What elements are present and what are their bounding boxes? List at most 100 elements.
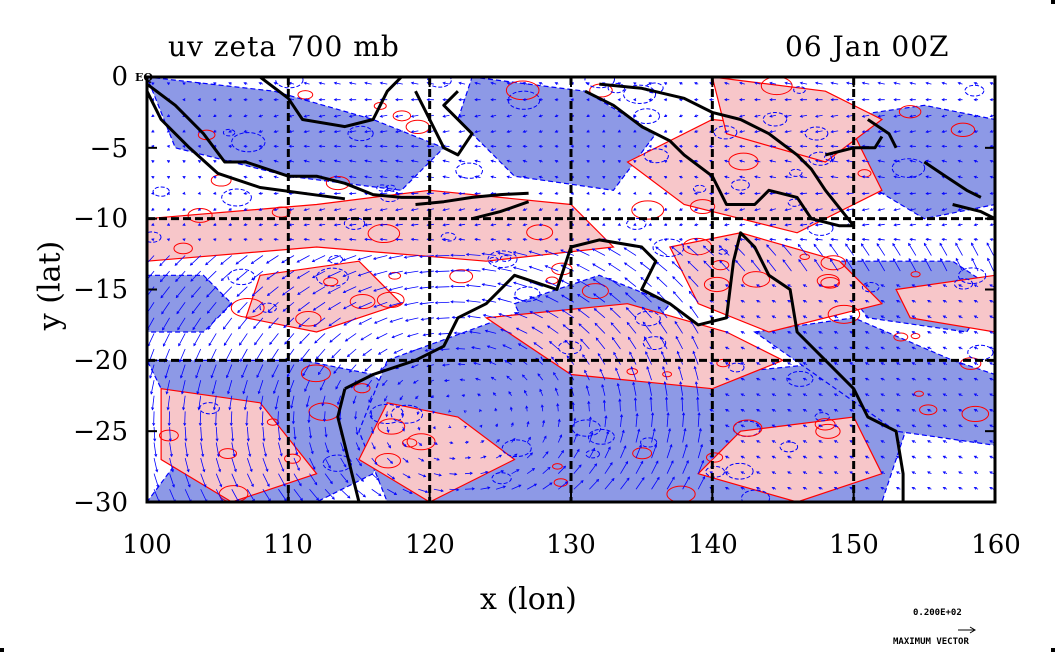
wind-arrow <box>635 477 645 490</box>
wind-arrowhead <box>724 440 729 443</box>
wind-arrowhead <box>379 367 384 371</box>
wind-arrow <box>215 489 223 502</box>
wind-arrow <box>739 208 745 211</box>
wind-arrowhead <box>740 346 744 350</box>
coastline <box>415 191 529 206</box>
wind-arrowhead <box>251 277 255 281</box>
negative-contour <box>713 125 738 140</box>
wind-arrowhead <box>724 346 729 350</box>
wind-arrowhead <box>516 469 520 473</box>
wind-arrowhead <box>973 144 977 148</box>
wind-arrowhead <box>333 130 337 134</box>
wind-arrow <box>221 286 233 297</box>
x-tick-label: 120 <box>405 530 455 560</box>
wind-arrow <box>894 160 901 163</box>
wind-arrowhead <box>989 362 993 366</box>
wind-arrow <box>878 176 885 178</box>
wind-arrowhead <box>739 98 743 102</box>
wind-arrowhead <box>908 242 911 247</box>
negative-contour <box>718 248 728 255</box>
wind-arrowhead <box>958 299 962 303</box>
wind-arrowhead <box>562 324 566 328</box>
wind-arrowhead <box>554 82 558 85</box>
wind-arrowhead <box>364 237 368 241</box>
wind-arrowhead <box>273 129 277 133</box>
wind-arrowhead <box>348 208 353 212</box>
wind-arrow <box>798 244 808 256</box>
wind-arrowhead <box>680 396 684 400</box>
wind-arrowhead <box>756 393 760 397</box>
wind-arrowhead <box>512 251 517 255</box>
wind-arrowhead <box>251 293 255 297</box>
wind-arrowhead <box>498 312 502 316</box>
wind-arrowhead <box>403 303 408 307</box>
wind-arrowhead <box>385 414 389 418</box>
wind-arrowhead <box>362 494 366 498</box>
wind-arrowhead <box>182 160 186 163</box>
wind-arrowhead <box>941 208 945 212</box>
wind-arrowhead <box>442 130 446 134</box>
wind-arrowhead <box>522 81 526 85</box>
wind-arrowhead <box>528 436 531 440</box>
wind-arrow <box>364 364 372 372</box>
wind-arrowhead <box>735 259 739 264</box>
wind-arrowhead <box>167 422 171 427</box>
wind-arrow <box>319 208 326 211</box>
wind-arrowhead <box>927 331 931 334</box>
wind-arrow <box>395 208 403 211</box>
positive-contour <box>733 419 763 437</box>
wind-arrowhead <box>538 208 542 211</box>
wind-arrow <box>815 114 823 117</box>
wind-arrowhead <box>648 160 652 163</box>
wind-arrowhead <box>346 354 351 358</box>
wind-arrowhead <box>694 114 698 118</box>
wind-arrow <box>862 176 870 178</box>
wind-arrowhead <box>911 331 915 334</box>
wind-arrow <box>464 488 475 490</box>
wind-arrowhead <box>263 453 268 457</box>
wind-arrow <box>150 380 155 394</box>
wind-arrowhead <box>151 191 155 195</box>
wind-arrowhead <box>504 360 508 363</box>
wind-arrow <box>557 465 566 474</box>
wind-arrowhead <box>474 114 478 118</box>
wind-arrowhead <box>156 484 160 488</box>
wind-arrowhead <box>957 238 961 242</box>
wind-arrowhead <box>176 311 180 315</box>
negative-contour <box>499 255 512 262</box>
wind-arrowhead <box>756 346 760 350</box>
wind-arrow <box>215 457 221 472</box>
positive-contour <box>349 294 376 310</box>
wind-arrow <box>227 380 233 394</box>
wind-arrow <box>236 286 248 297</box>
wind-arrow <box>467 315 481 319</box>
wind-arrowhead <box>528 265 533 269</box>
wind-arrowhead <box>286 374 290 378</box>
wind-arrow <box>831 130 839 133</box>
wind-arrowhead <box>458 144 462 148</box>
wind-arrow <box>384 395 388 402</box>
wind-arrowhead <box>151 175 155 179</box>
wind-arrow <box>537 373 544 381</box>
wind-arrowhead <box>258 129 262 133</box>
wind-arrowhead <box>833 409 838 412</box>
wind-arrowhead <box>864 346 869 350</box>
wind-arrowhead <box>327 290 331 294</box>
wind-arrow <box>169 473 175 488</box>
wind-arrowhead <box>818 299 822 303</box>
positive-contour <box>961 405 990 423</box>
wind-arrow <box>411 176 419 178</box>
wind-arrowhead <box>724 130 728 133</box>
wind-arrowhead <box>586 114 590 118</box>
wind-arrow <box>672 276 683 287</box>
wind-arrowhead <box>597 352 601 357</box>
wind-arrow <box>184 473 191 487</box>
coastline <box>471 200 530 221</box>
wind-arrow <box>632 382 637 396</box>
wind-arrow <box>293 489 303 501</box>
wind-arrow <box>304 160 310 163</box>
wind-arrowhead <box>893 81 897 85</box>
wind-arrowhead <box>403 271 408 275</box>
wind-arrow <box>314 333 326 344</box>
wind-arrow <box>894 238 901 241</box>
